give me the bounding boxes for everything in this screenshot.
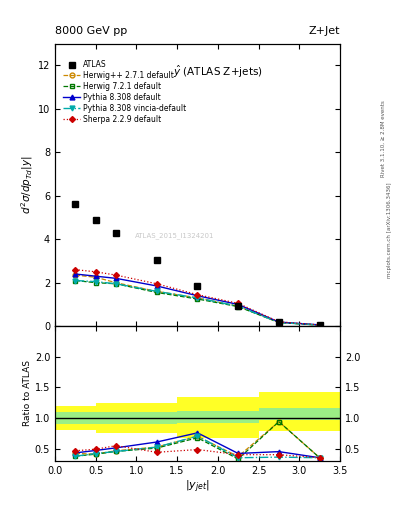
Pythia 8.308 vincia-default xyxy=(114,281,118,287)
Text: 8000 GeV pp: 8000 GeV pp xyxy=(55,27,127,36)
Pythia 8.308 default xyxy=(114,275,118,282)
Sherpa 2.2.9 default xyxy=(114,272,118,278)
Herwig++ 2.7.1 default xyxy=(154,288,159,294)
Herwig 7.2.1 default xyxy=(236,304,241,310)
Pythia 8.308 default xyxy=(236,302,241,308)
Sherpa 2.2.9 default xyxy=(236,301,241,307)
Herwig 7.2.1 default xyxy=(277,319,281,326)
Y-axis label: Ratio to ATLAS: Ratio to ATLAS xyxy=(23,360,32,426)
Line: Herwig++ 2.7.1 default: Herwig++ 2.7.1 default xyxy=(73,273,322,328)
Sherpa 2.2.9 default xyxy=(277,319,281,325)
Legend: ATLAS, Herwig++ 2.7.1 default, Herwig 7.2.1 default, Pythia 8.308 default, Pythi: ATLAS, Herwig++ 2.7.1 default, Herwig 7.… xyxy=(60,57,189,127)
Pythia 8.308 default xyxy=(195,293,200,299)
Pythia 8.308 default xyxy=(277,319,281,325)
ATLAS xyxy=(94,217,98,223)
Sherpa 2.2.9 default xyxy=(73,267,78,273)
Sherpa 2.2.9 default xyxy=(94,269,98,275)
ATLAS xyxy=(154,257,159,263)
Line: Pythia 8.308 default: Pythia 8.308 default xyxy=(73,271,322,327)
Text: mcplots.cern.ch [arXiv:1306.3436]: mcplots.cern.ch [arXiv:1306.3436] xyxy=(387,183,391,278)
ATLAS xyxy=(114,229,118,236)
Sherpa 2.2.9 default xyxy=(317,322,322,328)
Pythia 8.308 vincia-default xyxy=(195,295,200,301)
Herwig++ 2.7.1 default xyxy=(236,303,241,309)
Herwig 7.2.1 default xyxy=(317,322,322,328)
Herwig++ 2.7.1 default xyxy=(195,295,200,301)
ATLAS xyxy=(73,201,78,207)
Herwig++ 2.7.1 default xyxy=(277,319,281,326)
Text: Z+Jet: Z+Jet xyxy=(309,27,340,36)
Herwig++ 2.7.1 default xyxy=(114,280,118,286)
Pythia 8.308 vincia-default xyxy=(94,279,98,285)
Pythia 8.308 vincia-default xyxy=(73,278,78,284)
X-axis label: $|y_{jet}|$: $|y_{jet}|$ xyxy=(185,478,210,495)
Line: Herwig 7.2.1 default: Herwig 7.2.1 default xyxy=(73,278,322,328)
ATLAS xyxy=(236,303,241,309)
Line: Pythia 8.308 vincia-default: Pythia 8.308 vincia-default xyxy=(73,278,322,328)
Pythia 8.308 default xyxy=(317,322,322,328)
Pythia 8.308 default xyxy=(154,283,159,289)
ATLAS xyxy=(317,322,322,328)
Herwig 7.2.1 default xyxy=(94,280,98,286)
Text: ATLAS_2015_I1324201: ATLAS_2015_I1324201 xyxy=(135,232,215,239)
Pythia 8.308 vincia-default xyxy=(236,303,241,309)
Herwig 7.2.1 default xyxy=(73,278,78,284)
Herwig++ 2.7.1 default xyxy=(317,322,322,328)
Herwig 7.2.1 default xyxy=(195,296,200,302)
Line: Sherpa 2.2.9 default: Sherpa 2.2.9 default xyxy=(73,268,322,327)
Line: ATLAS: ATLAS xyxy=(72,201,323,329)
Pythia 8.308 vincia-default xyxy=(317,322,322,328)
Y-axis label: $d^2\sigma/dp_{Td}|y|$: $d^2\sigma/dp_{Td}|y|$ xyxy=(19,156,35,214)
Herwig 7.2.1 default xyxy=(114,281,118,287)
Text: $\hat{y}$ (ATLAS Z+jets): $\hat{y}$ (ATLAS Z+jets) xyxy=(173,63,262,79)
Sherpa 2.2.9 default xyxy=(154,281,159,287)
Pythia 8.308 vincia-default xyxy=(154,288,159,294)
ATLAS xyxy=(195,283,200,289)
Herwig 7.2.1 default xyxy=(154,289,159,295)
Pythia 8.308 default xyxy=(94,273,98,279)
Text: Rivet 3.1.10, ≥ 2.8M events: Rivet 3.1.10, ≥ 2.8M events xyxy=(381,100,386,177)
Herwig++ 2.7.1 default xyxy=(73,272,78,278)
Herwig++ 2.7.1 default xyxy=(94,274,98,281)
Sherpa 2.2.9 default xyxy=(195,292,200,298)
Pythia 8.308 default xyxy=(73,271,78,277)
ATLAS xyxy=(277,319,281,325)
Pythia 8.308 vincia-default xyxy=(277,319,281,326)
